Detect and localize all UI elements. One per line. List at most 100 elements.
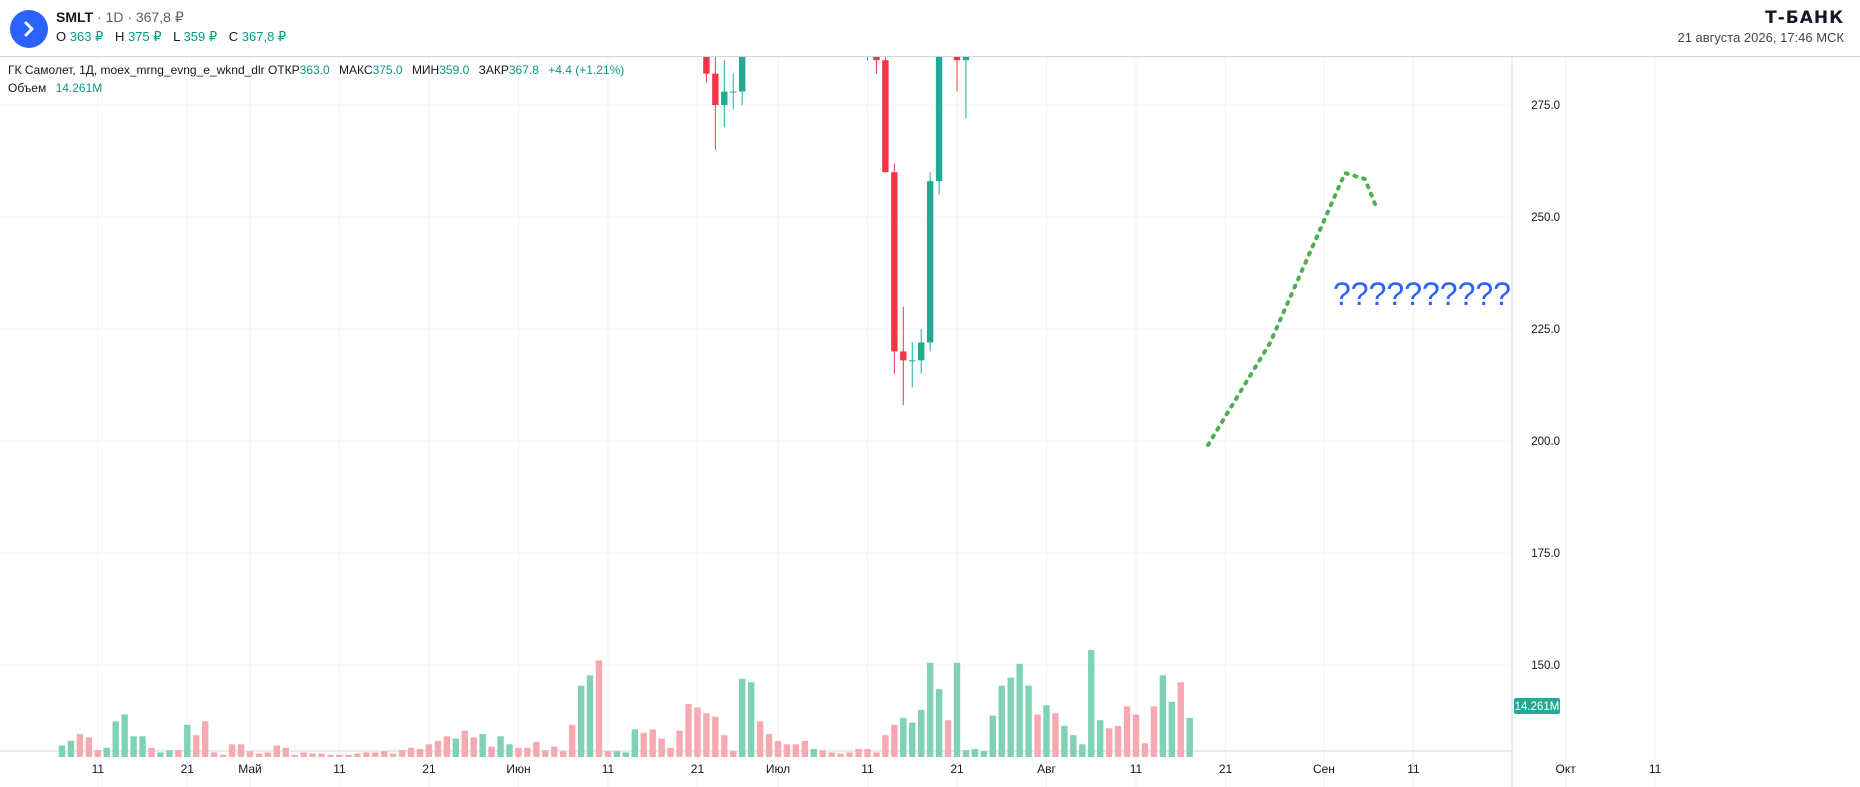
volume-bar — [1114, 725, 1122, 757]
volume-bar — [1168, 701, 1175, 757]
candlestick-chart[interactable]: ??????????650.0625.0600.0575.0550.0525.0… — [0, 57, 1860, 787]
volume-bar — [926, 662, 934, 757]
volume-bar — [882, 735, 889, 757]
x-tick-label: Авг — [1037, 762, 1056, 776]
volume-bar — [497, 736, 504, 757]
volume-bar — [595, 660, 603, 757]
volume-bar — [300, 752, 307, 757]
volume-bar — [989, 715, 996, 757]
interval[interactable]: 1D — [105, 9, 124, 25]
volume-bar — [112, 721, 119, 757]
volume-bar — [909, 722, 916, 757]
volume-bar — [792, 744, 800, 757]
x-tick-label: 21 — [181, 762, 195, 776]
legend-open-value: 363.0 — [299, 63, 330, 77]
chevron-right-icon — [24, 21, 34, 37]
x-tick-label: 21 — [1219, 762, 1233, 776]
brand-logo: Т-БАНК — [1765, 8, 1844, 28]
volume-bar — [739, 678, 746, 757]
c-value: 367,8 ₽ — [241, 29, 287, 44]
price: 367,8 ₽ — [135, 9, 184, 25]
volume-bar — [121, 714, 128, 757]
volume-bar — [971, 748, 979, 757]
c-label: C — [228, 29, 239, 44]
o-value: 363 ₽ — [69, 29, 104, 44]
volume-bar — [551, 746, 558, 757]
chart-legend: ГК Самолет, 1Д, moex_mrng_evng_e_wknd_dl… — [8, 63, 631, 77]
volume-bar — [918, 709, 925, 757]
candle-body — [721, 91, 728, 105]
datetime: 21 августа 2026, 17:46 МСК — [1677, 30, 1844, 45]
volume-bar — [765, 734, 773, 757]
volume-bar — [282, 747, 289, 757]
volume-bar — [94, 750, 101, 757]
projection-path — [1206, 170, 1377, 447]
chart-area[interactable]: ??????????650.0625.0600.0575.0550.0525.0… — [0, 56, 1860, 787]
volume-bar — [712, 716, 719, 757]
volume-bar — [85, 737, 93, 757]
volume-bar — [246, 751, 254, 757]
volume-bar — [228, 744, 236, 757]
volume-bar — [219, 754, 227, 757]
h-label: H — [114, 29, 125, 44]
plot-background — [0, 57, 1512, 787]
y-tick-label: 150.0 — [1531, 660, 1560, 672]
y-tick-label: 250.0 — [1531, 212, 1560, 224]
volume-bar — [586, 675, 594, 757]
volume-bar — [336, 754, 343, 757]
candle-body — [900, 351, 907, 361]
volume-bar — [756, 721, 764, 757]
volume-badge-label: 14.261M — [1515, 701, 1560, 713]
candle-body — [926, 181, 934, 343]
y-tick-label: 225.0 — [1531, 324, 1560, 336]
volume-legend: Объем 14.261M — [8, 81, 102, 95]
volume-bar — [345, 754, 352, 757]
volume-bar — [407, 747, 415, 757]
logo[interactable] — [10, 10, 48, 48]
volume-bar — [1105, 728, 1113, 757]
volume-bar — [837, 753, 844, 757]
volume-bar — [175, 750, 182, 757]
volume-bar — [801, 740, 809, 757]
y-tick-label: 275.0 — [1531, 100, 1560, 112]
volume-bar — [1025, 685, 1032, 757]
x-tick-label: 21 — [950, 762, 964, 776]
x-tick-label: Сен — [1313, 762, 1335, 776]
legend-high-value: 375.0 — [372, 63, 403, 77]
volume-bar — [980, 751, 988, 757]
volume-bar — [76, 734, 84, 757]
volume-bar — [900, 717, 907, 757]
volume-bar — [515, 747, 522, 757]
volume-bar — [488, 746, 495, 757]
volume-bar — [479, 734, 486, 757]
y-tick-label: 200.0 — [1531, 436, 1560, 448]
volume-bar — [1186, 717, 1193, 757]
volume-bar — [1097, 720, 1104, 757]
volume-bar — [389, 753, 397, 757]
l-value: 359 ₽ — [183, 29, 218, 44]
symbol[interactable]: SMLT — [56, 9, 94, 25]
volume-bar — [363, 752, 370, 757]
volume-bar — [944, 720, 952, 757]
x-tick-label: Июл — [766, 762, 790, 776]
volume-bar — [318, 753, 325, 757]
volume-bar — [998, 685, 1005, 757]
volume-bar — [533, 742, 540, 757]
volume-bar — [1016, 663, 1023, 757]
volume-bar — [864, 748, 871, 757]
volume-bar — [622, 752, 630, 757]
volume-bar — [774, 740, 782, 757]
volume-bar — [819, 750, 826, 757]
candle-body — [703, 57, 710, 74]
volume-bar — [962, 750, 970, 757]
h-value: 375 ₽ — [127, 29, 162, 44]
volume-bar — [649, 729, 656, 757]
candle-body — [918, 342, 925, 361]
volume-bar — [542, 750, 549, 757]
volume-bar — [1061, 725, 1068, 757]
candle-body — [739, 57, 746, 92]
volume-bar — [1070, 735, 1077, 757]
volume-label: Объем — [8, 81, 47, 95]
candle-body — [935, 57, 943, 182]
ticker-line: SMLT · 1D · 367,8 ₽ — [56, 9, 184, 25]
